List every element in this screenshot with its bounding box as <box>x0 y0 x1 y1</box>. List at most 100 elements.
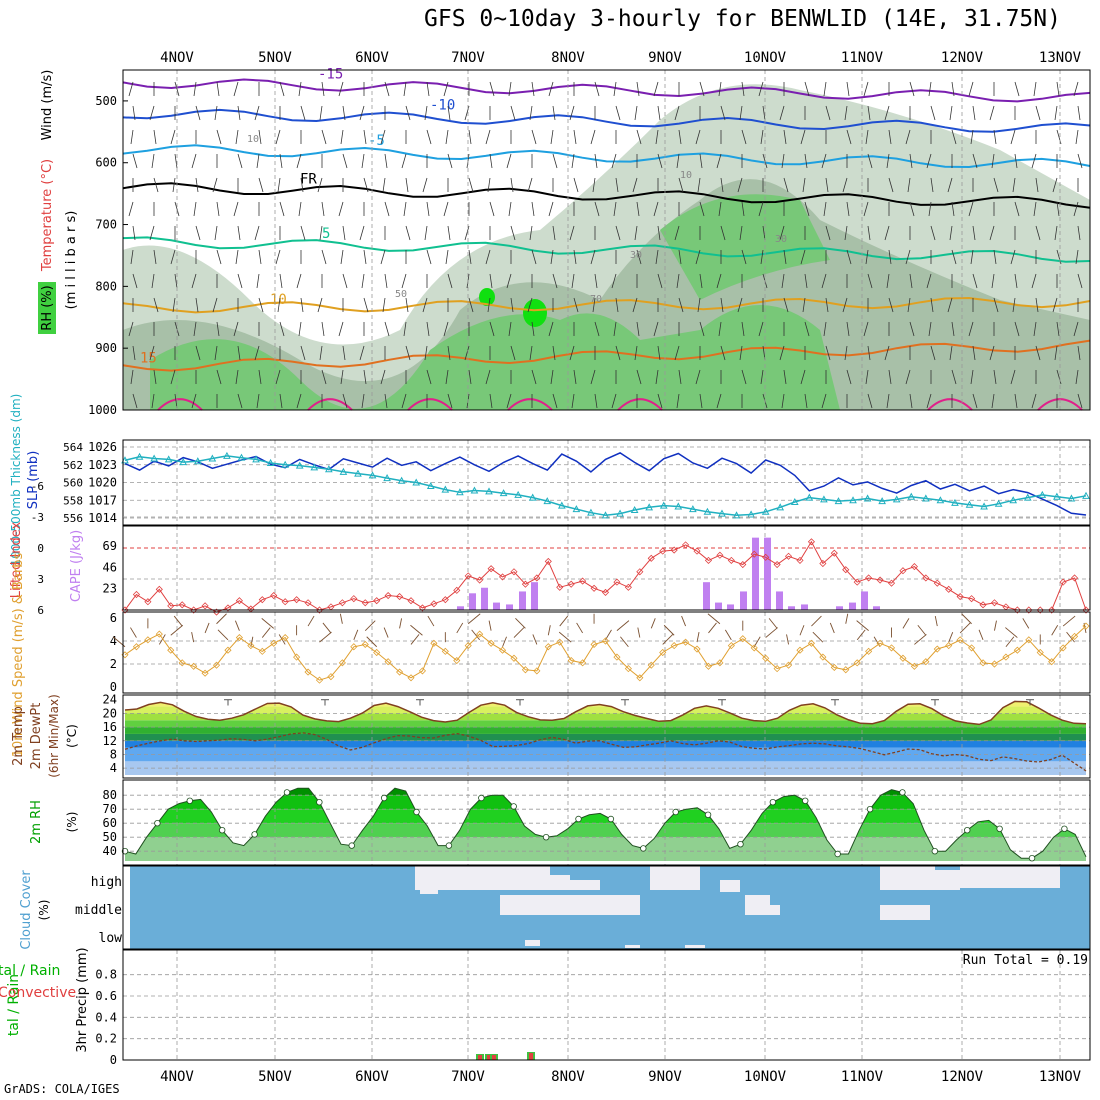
wind-barb-10m <box>471 629 481 641</box>
rh-bands <box>125 788 1086 861</box>
thickness-marker <box>572 505 581 513</box>
wind-barb <box>300 225 306 241</box>
wind-barb <box>972 105 976 121</box>
wind-barb <box>552 393 558 409</box>
wind-speed-marker <box>1082 622 1090 630</box>
wind-barb-10m <box>322 622 332 634</box>
wind-barb <box>527 177 533 193</box>
wind-barb-10m <box>204 622 210 634</box>
wind-barb <box>697 177 701 193</box>
wind-barb <box>657 105 661 121</box>
isotherm-label: 15 <box>140 351 157 367</box>
wind-barb-10m <box>261 627 271 638</box>
wind-barb <box>363 129 367 145</box>
cape-bar <box>506 604 513 610</box>
wind-barb <box>132 153 138 169</box>
wind-speed-marker <box>922 658 930 666</box>
wind-barb <box>510 225 516 241</box>
precip-bar-convective <box>478 1055 482 1060</box>
wind-barb <box>191 393 197 409</box>
cape-bar <box>752 537 759 610</box>
y-tick-label-cape: 46 <box>103 560 117 574</box>
precip-bar-convective <box>492 1055 496 1060</box>
wind-barb <box>741 369 747 385</box>
wind-barb <box>340 369 344 385</box>
wind-barb <box>573 297 579 313</box>
cloud-level-label: high <box>91 875 122 890</box>
temp-band <box>125 733 1086 741</box>
ylabel-thickness: 1000-500mb Thickness (dm) <box>9 394 23 567</box>
wind-barb <box>338 321 344 337</box>
wind-barb <box>174 153 178 169</box>
wind-barb <box>863 201 869 217</box>
rh-marker <box>218 827 226 834</box>
wind-barb <box>256 153 260 169</box>
cape-bar <box>469 593 476 610</box>
wind-barb <box>321 81 325 97</box>
wind-speed-marker <box>910 662 918 670</box>
rh-contour-label: 10 <box>680 170 692 181</box>
wind-barb <box>277 177 281 193</box>
wind-barb-10m <box>978 629 984 641</box>
wind-speed-marker <box>510 654 518 662</box>
wind-barb-10m <box>502 636 507 647</box>
wind-speed-marker <box>784 661 793 669</box>
wind-barb <box>489 201 495 217</box>
cape-bar <box>849 602 856 610</box>
wind-barb <box>237 153 243 169</box>
wind-barb <box>216 81 220 97</box>
wind-barb <box>590 129 596 145</box>
wind-barb <box>170 369 176 385</box>
y-tick-label-precip: 0 <box>110 1053 117 1067</box>
wind-barb <box>846 81 850 97</box>
wind-speed-marker <box>167 646 175 654</box>
cloud-cell <box>500 895 640 915</box>
wind-barb <box>825 105 831 121</box>
wind-barb-10m <box>605 629 612 641</box>
wind-barb-10m <box>383 627 389 638</box>
wind-barb <box>615 177 619 193</box>
wind-barb <box>1014 321 1020 337</box>
li-marker <box>258 596 266 604</box>
wind-barb <box>928 201 932 217</box>
wind-barb-10m <box>1066 631 1075 643</box>
wind-barb <box>298 321 302 337</box>
wind-barb <box>972 345 976 361</box>
wind-barb <box>447 105 451 121</box>
wind-barb <box>195 177 199 193</box>
li-marker <box>945 585 953 593</box>
wind-barb <box>132 225 136 241</box>
wind-barb <box>573 249 577 265</box>
wind-barb <box>300 177 304 193</box>
wind-barb <box>699 201 705 217</box>
wind-barb <box>468 249 472 265</box>
wind-barb <box>258 129 262 145</box>
li-marker <box>304 599 312 607</box>
wind-barb <box>804 81 810 97</box>
rh-contour-label: 30 <box>775 234 787 245</box>
wind-barb-10m <box>812 631 824 643</box>
cloud-cell <box>895 915 925 920</box>
wind-barb <box>1031 273 1037 289</box>
rh-marker <box>1061 825 1068 832</box>
wind-barb <box>846 321 850 337</box>
wind-barb <box>678 129 682 145</box>
rh-shading-70 <box>150 305 840 410</box>
isotherm-20-arc <box>507 398 553 411</box>
wind-barb <box>655 249 659 265</box>
wind-barb <box>279 321 285 337</box>
li-marker <box>853 578 861 586</box>
wind-barb-10m <box>353 629 359 641</box>
wind-barb <box>760 129 764 145</box>
wind-barb <box>233 321 239 337</box>
wind-barb <box>720 345 726 361</box>
x-tick-label-bottom: 13NOV <box>1039 1069 1082 1085</box>
wind-barb <box>170 129 176 145</box>
wind-barb <box>426 369 432 385</box>
thickness-marker <box>601 511 610 519</box>
wind-barb <box>531 321 535 337</box>
cape-bar <box>861 591 868 610</box>
wind-speed-marker <box>327 673 335 681</box>
cape-li-frame <box>122 525 1091 611</box>
wind-barb <box>403 81 407 97</box>
